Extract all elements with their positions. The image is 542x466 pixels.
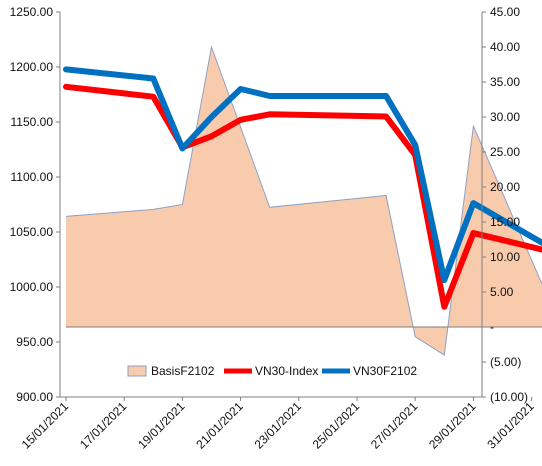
- x-tick-label: 21/01/2021: [193, 399, 246, 452]
- legend-label-basis: BasisF2102: [151, 364, 215, 378]
- left-tick-label: 1000.00: [10, 280, 54, 294]
- right-tick-label: 15.00: [490, 215, 520, 229]
- left-axis-ticks: 900.00 950.00 1000.00 1050.00 1100.00 1150.00…: [10, 5, 60, 404]
- legend-swatch-basis: [128, 366, 146, 376]
- right-tick-label: 25.00: [490, 145, 520, 159]
- left-tick-label: 900.00: [16, 390, 53, 404]
- left-tick-label: 1250.00: [10, 5, 54, 19]
- left-tick-label: 1050.00: [10, 225, 54, 239]
- x-tick-label: 25/01/2021: [310, 399, 363, 452]
- left-tick-label: 1100.00: [11, 170, 54, 184]
- x-tick-label: 23/01/2021: [252, 399, 305, 452]
- legend-label-vn30f2102: VN30F2102: [353, 364, 417, 378]
- x-tick-label: 31/01/2021: [484, 399, 537, 452]
- right-tick-label: 30.00: [490, 110, 520, 124]
- right-tick-label: 20.00: [490, 180, 520, 194]
- left-tick-label: 1150.00: [11, 115, 54, 129]
- x-tick-label: 15/01/2021: [19, 399, 72, 452]
- legend: BasisF2102 VN30-Index VN30F2102: [128, 364, 417, 378]
- right-tick-label: 10.00: [490, 250, 520, 264]
- left-tick-label: 950.00: [16, 335, 53, 349]
- legend-label-vn30-index: VN30-Index: [255, 364, 318, 378]
- right-tick-label: 5.00: [490, 285, 514, 299]
- right-tick-label: (10.00): [490, 390, 528, 404]
- x-tick-label: 29/01/2021: [426, 399, 479, 452]
- x-tick-label: 27/01/2021: [368, 399, 421, 452]
- x-tick-label: 19/01/2021: [135, 399, 188, 452]
- right-tick-label: 45.00: [490, 5, 520, 19]
- left-tick-label: 1200.00: [10, 60, 54, 74]
- right-tick-label: -: [490, 320, 494, 334]
- right-tick-label: 40.00: [490, 40, 520, 54]
- right-tick-label: 35.00: [490, 75, 520, 89]
- x-tick-label: 17/01/2021: [77, 399, 130, 452]
- right-tick-label: (5.00): [490, 355, 521, 369]
